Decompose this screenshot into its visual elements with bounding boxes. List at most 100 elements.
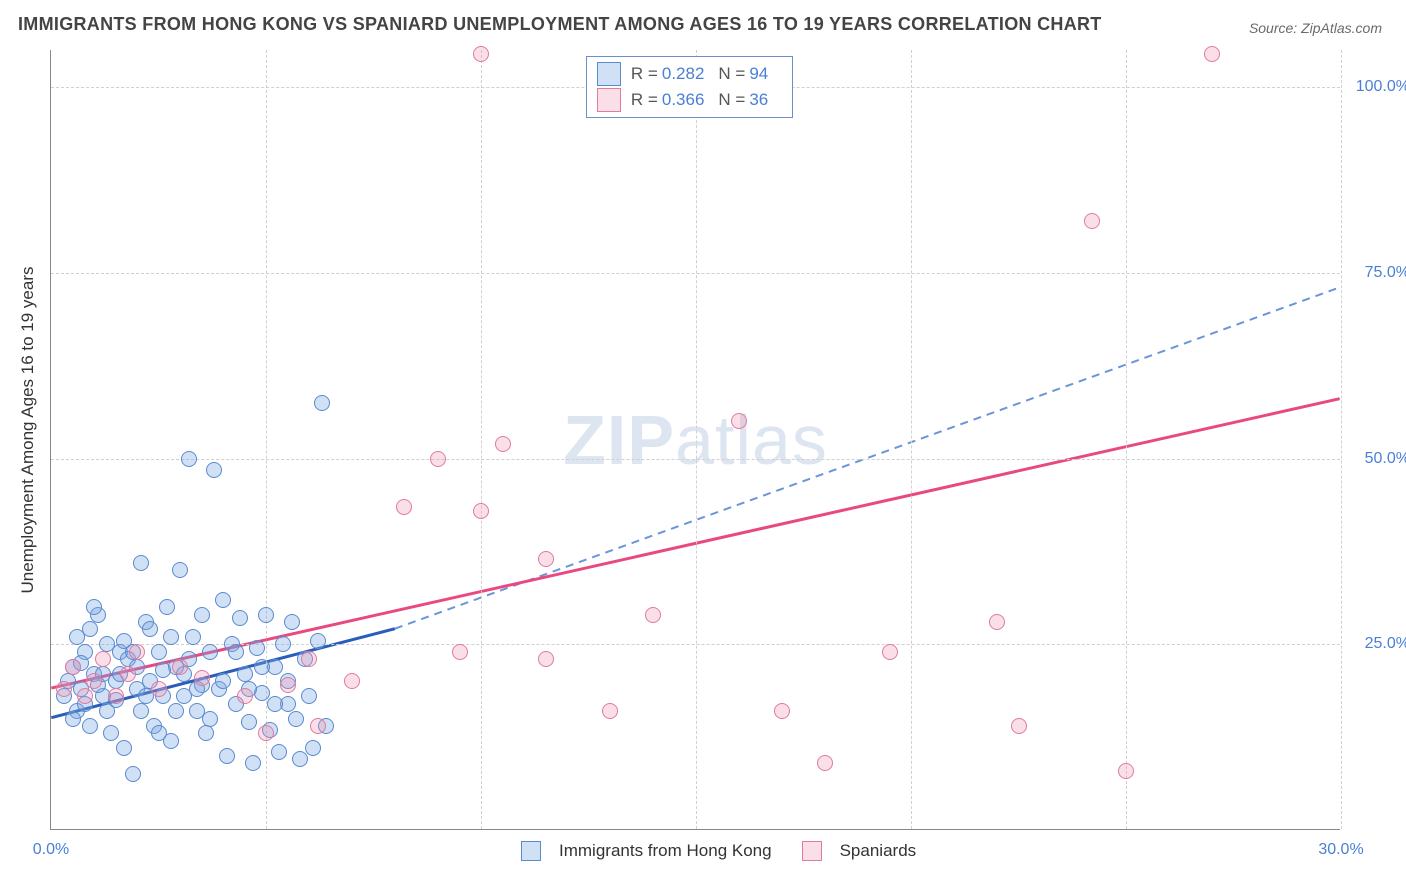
stat-r-label: R =: [631, 64, 658, 84]
legend-label: Immigrants from Hong Kong: [559, 841, 772, 861]
data-point-hk: [232, 610, 248, 626]
gridline-v: [1341, 50, 1342, 829]
data-point-sp: [1118, 763, 1134, 779]
ytick-label: 50.0%: [1350, 450, 1406, 468]
xtick-end: 30.0%: [1318, 841, 1363, 859]
data-point-hk: [215, 592, 231, 608]
stat-n-label: N =: [718, 90, 745, 110]
stat-n-val: 94: [749, 64, 768, 84]
data-point-hk: [271, 744, 287, 760]
data-point-hk: [310, 633, 326, 649]
data-point-hk: [163, 629, 179, 645]
watermark-atlas: atlas: [675, 401, 828, 479]
data-point-hk: [249, 640, 265, 656]
stats-row-sp: R =0.366 N =36: [597, 87, 782, 113]
data-point-hk: [181, 451, 197, 467]
data-point-hk: [65, 711, 81, 727]
data-point-hk: [86, 599, 102, 615]
data-point-sp: [310, 718, 326, 734]
data-point-hk: [275, 636, 291, 652]
data-point-hk: [245, 755, 261, 771]
data-point-hk: [151, 725, 167, 741]
gridline-v: [481, 50, 482, 829]
swatch-sp: [802, 841, 822, 861]
data-point-hk: [194, 607, 210, 623]
data-point-sp: [989, 614, 1005, 630]
data-point-hk: [82, 621, 98, 637]
data-point-sp: [108, 688, 124, 704]
bottom-legend: Immigrants from Hong Kong Spaniards: [521, 841, 916, 861]
gridline-v: [1126, 50, 1127, 829]
data-point-sp: [473, 46, 489, 62]
data-point-hk: [133, 703, 149, 719]
data-point-hk: [151, 644, 167, 660]
data-point-sp: [1084, 213, 1100, 229]
data-point-sp: [194, 670, 210, 686]
legend-label: Spaniards: [840, 841, 917, 861]
stat-n-val: 36: [749, 90, 768, 110]
data-point-sp: [95, 651, 111, 667]
stat-r-val: 0.366: [662, 90, 705, 110]
stat-r-label: R =: [631, 90, 658, 110]
data-point-sp: [280, 677, 296, 693]
watermark-zip: ZIP: [563, 401, 675, 479]
data-point-hk: [292, 751, 308, 767]
chart-title: IMMIGRANTS FROM HONG KONG VS SPANIARD UN…: [18, 14, 1102, 35]
data-point-sp: [452, 644, 468, 660]
data-point-hk: [155, 662, 171, 678]
stats-row-hk: R =0.282N =94: [597, 61, 782, 87]
data-point-sp: [538, 551, 554, 567]
data-point-hk: [185, 629, 201, 645]
legend-item-sp: Spaniards: [802, 841, 917, 861]
data-point-hk: [202, 711, 218, 727]
data-point-sp: [172, 659, 188, 675]
data-point-hk: [284, 614, 300, 630]
data-point-sp: [1204, 46, 1220, 62]
data-point-sp: [774, 703, 790, 719]
data-point-sp: [120, 666, 136, 682]
plot-area: ZIPatlas 25.0%50.0%75.0%100.0%0.0%30.0%R…: [50, 50, 1340, 830]
data-point-hk: [258, 607, 274, 623]
data-point-sp: [258, 725, 274, 741]
data-point-hk: [305, 740, 321, 756]
ytick-label: 100.0%: [1350, 78, 1406, 96]
legend-item-hk: Immigrants from Hong Kong: [521, 841, 772, 861]
data-point-sp: [882, 644, 898, 660]
data-point-sp: [731, 413, 747, 429]
data-point-sp: [817, 755, 833, 771]
data-point-hk: [206, 462, 222, 478]
data-point-sp: [86, 673, 102, 689]
stats-legend: R =0.282N =94R =0.366N =36: [586, 56, 793, 118]
data-point-hk: [103, 725, 119, 741]
ytick-label: 75.0%: [1350, 264, 1406, 282]
data-point-hk: [168, 703, 184, 719]
data-point-hk: [301, 688, 317, 704]
xtick-origin: 0.0%: [33, 841, 69, 859]
data-point-hk: [172, 562, 188, 578]
data-point-sp: [344, 673, 360, 689]
data-point-sp: [538, 651, 554, 667]
data-point-sp: [151, 681, 167, 697]
data-point-sp: [602, 703, 618, 719]
gridline-v: [911, 50, 912, 829]
data-point-hk: [219, 748, 235, 764]
gridline-v: [266, 50, 267, 829]
data-point-hk: [237, 666, 253, 682]
data-point-sp: [396, 499, 412, 515]
gridline-v: [696, 50, 697, 829]
data-point-hk: [133, 555, 149, 571]
data-point-hk: [241, 714, 257, 730]
data-point-hk: [142, 621, 158, 637]
y-axis-title: Unemployment Among Ages 16 to 19 years: [18, 267, 38, 594]
data-point-sp: [129, 644, 145, 660]
data-point-sp: [56, 681, 72, 697]
stat-n-label: N =: [718, 64, 745, 84]
data-point-hk: [202, 644, 218, 660]
swatch-hk: [521, 841, 541, 861]
data-point-hk: [99, 703, 115, 719]
data-point-sp: [301, 651, 317, 667]
data-point-hk: [314, 395, 330, 411]
ytick-label: 25.0%: [1350, 635, 1406, 653]
data-point-sp: [495, 436, 511, 452]
data-point-hk: [125, 766, 141, 782]
